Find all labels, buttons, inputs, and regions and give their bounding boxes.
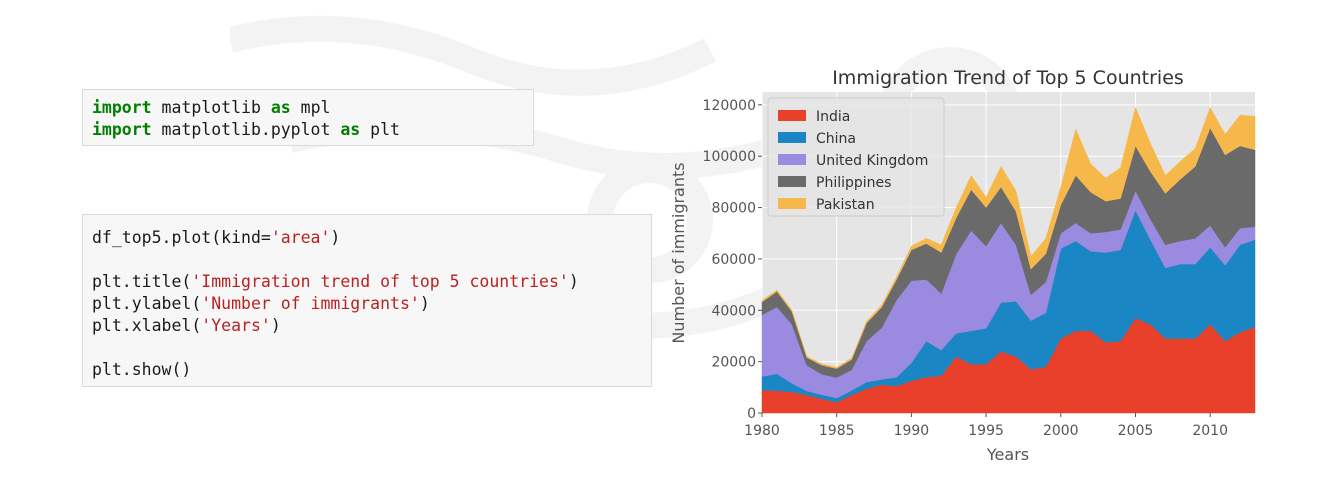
code-cell-plot[interactable]: df_top5.plot(kind='area') plt.title('Imm…	[82, 214, 652, 387]
legend-label: United Kingdom	[816, 153, 928, 169]
area-series	[761, 106, 1256, 414]
x-tick-label: 1985	[819, 423, 855, 439]
chart-output: 1980 1985 1990 1995 2000 2005 2010 0 20000 40000…	[660, 58, 1300, 478]
legend-label: Pakistan	[816, 197, 875, 213]
y-tick-label: 100000	[703, 149, 756, 165]
legend-label: India	[816, 109, 850, 125]
code-cell-imports[interactable]: import matplotlib as mpl import matplotl…	[82, 89, 534, 146]
code-text: import matplotlib as mpl import matplotl…	[92, 98, 400, 139]
y-tick-label: 60000	[711, 252, 756, 268]
legend-box	[767, 97, 945, 217]
y-axis: 0 20000 40000 60000 80000 100000 120000	[703, 98, 762, 422]
legend: India China United Kingdom Philippines Pakis…	[767, 97, 945, 217]
x-tick-label: 2000	[1043, 423, 1079, 439]
x-tick-label: 1990	[894, 423, 930, 439]
legend-swatch	[778, 154, 806, 165]
x-tick-label: 1980	[744, 423, 780, 439]
y-tick-label: 0	[747, 406, 756, 422]
y-axis-label: Number of immigrants	[669, 162, 688, 343]
code-text: df_top5.plot(kind='area') plt.title('Imm…	[92, 228, 579, 379]
legend-swatch	[778, 110, 806, 121]
y-tick-label: 120000	[703, 98, 756, 114]
legend-swatch	[778, 132, 806, 143]
area-chart: 1980 1985 1990 1995 2000 2005 2010 0 20000 40000…	[669, 67, 1256, 464]
legend-label: Philippines	[816, 175, 891, 191]
legend-swatch	[778, 198, 806, 209]
y-tick-label: 20000	[711, 355, 756, 371]
area-pakistan	[761, 106, 1256, 369]
x-tick-label: 2005	[1118, 423, 1154, 439]
x-axis-label: Years	[986, 445, 1029, 464]
x-axis: 1980 1985 1990 1995 2000 2005 2010	[744, 413, 1228, 439]
legend-label: China	[816, 131, 856, 147]
chart-title: Immigration Trend of Top 5 Countries	[832, 67, 1184, 89]
y-tick-label: 80000	[711, 201, 756, 217]
legend-swatch	[778, 176, 806, 187]
y-tick-label: 40000	[711, 303, 756, 319]
x-tick-label: 2010	[1192, 423, 1228, 439]
x-tick-label: 1995	[968, 423, 1004, 439]
